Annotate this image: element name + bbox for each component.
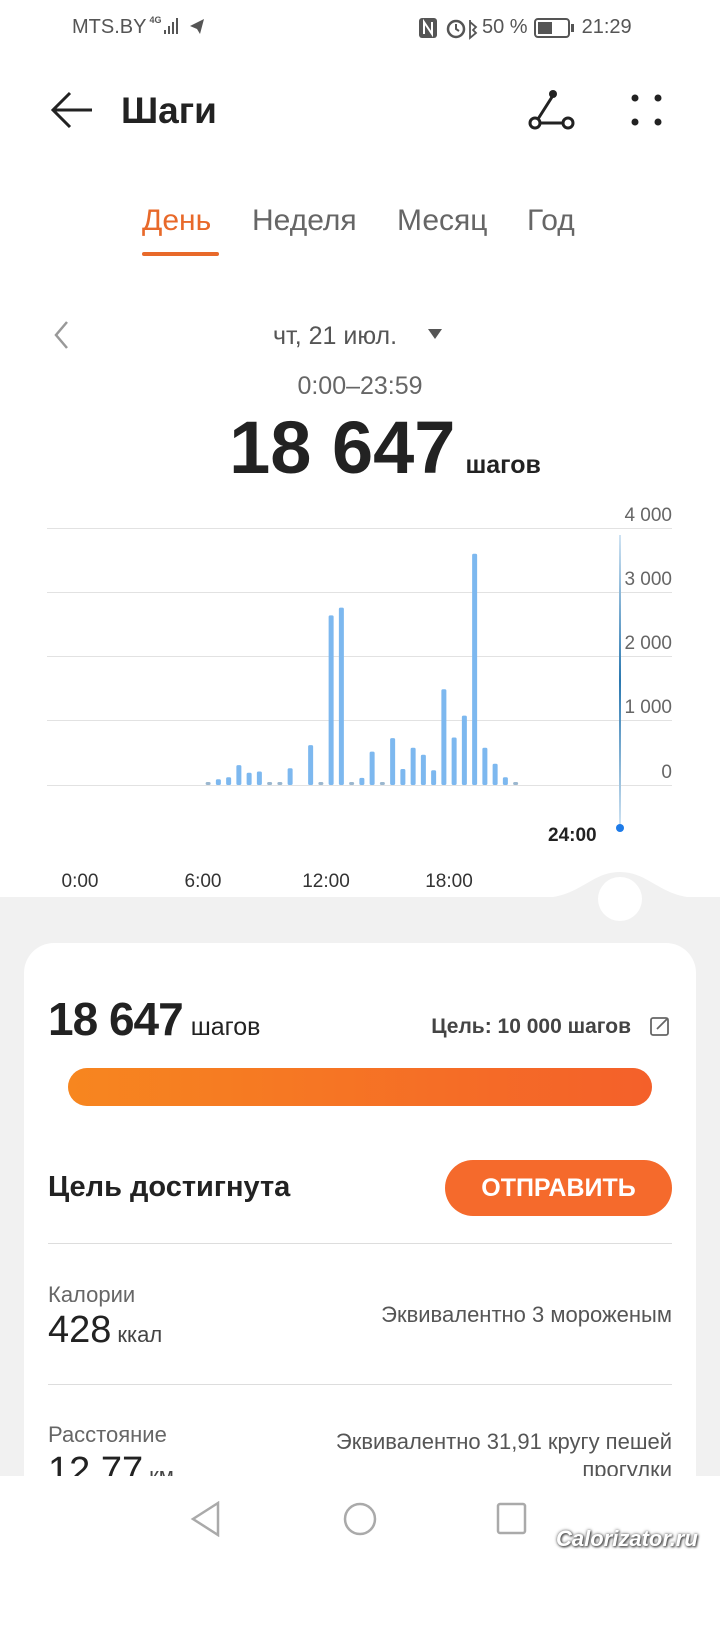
cursor-time-label: 24:00 bbox=[548, 825, 597, 846]
y-tick-label: 3 000 bbox=[624, 569, 672, 590]
chart-bar[interactable] bbox=[390, 738, 396, 785]
battery-percent: 50 % bbox=[482, 16, 528, 38]
page-title: Шаги bbox=[121, 90, 217, 131]
recents-icon[interactable] bbox=[496, 1502, 528, 1536]
home-icon[interactable] bbox=[342, 1501, 378, 1537]
status-right: 50 % 21:29 bbox=[482, 16, 632, 39]
signal-icon bbox=[164, 18, 205, 34]
summary-steps: 18 647 bbox=[48, 993, 184, 1045]
chart-bar[interactable] bbox=[308, 745, 314, 785]
y-tick-label: 4 000 bbox=[624, 505, 672, 526]
drag-handle[interactable] bbox=[598, 877, 642, 921]
chart-bar[interactable] bbox=[431, 770, 437, 785]
system-nav-bar: Calorizator.ru bbox=[0, 1476, 720, 1560]
prev-day-icon[interactable] bbox=[52, 320, 72, 350]
chart-bar[interactable] bbox=[502, 777, 508, 785]
back-arrow-icon[interactable] bbox=[50, 90, 94, 130]
gridline bbox=[47, 785, 672, 786]
summary-steps-unit: шагов bbox=[190, 1013, 261, 1041]
calories-label: Калории bbox=[48, 1282, 136, 1307]
chart-bar[interactable] bbox=[359, 777, 365, 785]
chart-bar[interactable] bbox=[256, 771, 262, 785]
chart-bar[interactable] bbox=[492, 763, 498, 785]
chart-bar[interactable] bbox=[410, 747, 416, 785]
total-steps-row: 18 647 шагов bbox=[0, 405, 720, 490]
goal-label: Цель: 10 000 шагов bbox=[431, 1015, 631, 1038]
date-label[interactable]: чт, 21 июл. bbox=[273, 322, 398, 350]
send-button[interactable]: ОТПРАВИТЬ bbox=[445, 1160, 672, 1216]
summary-steps-row: 18 647 шагов bbox=[48, 992, 260, 1046]
chart-bar[interactable] bbox=[441, 689, 447, 785]
chart-bar[interactable] bbox=[349, 782, 355, 785]
y-tick-label: 2 000 bbox=[624, 633, 672, 654]
gridline bbox=[47, 592, 672, 593]
x-tick-label: 6:00 bbox=[184, 871, 222, 892]
back-icon[interactable] bbox=[190, 1501, 222, 1537]
x-tick-label: 12:00 bbox=[302, 871, 350, 892]
tab-week[interactable]: Неделя bbox=[252, 204, 357, 237]
chart-bar[interactable] bbox=[267, 782, 273, 785]
chart-bar[interactable] bbox=[246, 772, 252, 785]
status-left: MTS.BY 4G bbox=[72, 15, 210, 39]
chart-bar[interactable] bbox=[379, 782, 385, 785]
gridline bbox=[47, 528, 672, 529]
telegram-icon bbox=[190, 19, 205, 34]
steps-chart bbox=[205, 535, 624, 832]
calories-row: 428 ккал bbox=[48, 1309, 162, 1352]
gridline bbox=[47, 720, 672, 721]
dropdown-triangle-icon[interactable] bbox=[427, 328, 443, 340]
share-graph-icon[interactable] bbox=[527, 88, 577, 132]
y-tick-label: 1 000 bbox=[624, 697, 672, 718]
time-cursor[interactable] bbox=[619, 535, 621, 827]
chart-bar[interactable] bbox=[451, 737, 457, 785]
chart-bar[interactable] bbox=[328, 615, 334, 785]
chart-bar[interactable] bbox=[226, 777, 232, 785]
nfc-alarm-bt-icons bbox=[419, 18, 478, 40]
edit-icon[interactable] bbox=[649, 1015, 671, 1037]
total-steps: 18 647 bbox=[229, 406, 456, 489]
network-type: 4G bbox=[149, 15, 162, 25]
y-tick-label: 0 bbox=[661, 762, 672, 783]
x-tick-label: 0:00 bbox=[61, 871, 99, 892]
x-tick-label: 18:00 bbox=[425, 871, 473, 892]
chart-bar[interactable] bbox=[205, 782, 211, 785]
calories-unit: ккал bbox=[117, 1322, 163, 1347]
chart-bar[interactable] bbox=[369, 751, 375, 785]
chart-bar[interactable] bbox=[482, 747, 488, 785]
clock: 21:29 bbox=[581, 16, 632, 38]
chart-bar[interactable] bbox=[513, 782, 519, 785]
goal-progress-fill bbox=[68, 1068, 652, 1106]
chart-bar[interactable] bbox=[318, 782, 324, 785]
tab-year[interactable]: Год bbox=[527, 204, 575, 237]
calories-equivalent: Эквивалентно 3 мороженым bbox=[381, 1302, 672, 1327]
tab-month[interactable]: Месяц bbox=[397, 204, 488, 237]
chart-bar[interactable] bbox=[338, 607, 344, 785]
time-range: 0:00–23:59 bbox=[297, 372, 423, 400]
time-cursor-dot[interactable] bbox=[616, 824, 624, 832]
chart-bar[interactable] bbox=[277, 782, 283, 785]
divider bbox=[48, 1384, 672, 1385]
chart-bar[interactable] bbox=[215, 779, 221, 785]
chart-bar[interactable] bbox=[400, 768, 406, 785]
distance-equivalent: Эквивалентно 31,91 кругу пешей bbox=[335, 1429, 672, 1454]
distance-label: Расстояние bbox=[48, 1422, 167, 1447]
divider bbox=[48, 1243, 672, 1244]
chart-bar[interactable] bbox=[236, 765, 242, 785]
goal-progress-track bbox=[68, 1068, 652, 1106]
gridline bbox=[47, 656, 672, 657]
battery-icon bbox=[533, 17, 574, 38]
goal-status: Цель достигнута bbox=[48, 1171, 291, 1203]
tab-day[interactable]: День bbox=[142, 204, 212, 237]
more-icon[interactable] bbox=[628, 92, 668, 128]
watermark: Calorizator.ru bbox=[556, 1526, 698, 1551]
chart-bar[interactable] bbox=[420, 754, 426, 785]
tab-indicator bbox=[142, 252, 219, 256]
total-steps-unit: шагов bbox=[465, 451, 541, 479]
chart-bar[interactable] bbox=[472, 553, 478, 785]
carrier: MTS.BY bbox=[72, 16, 147, 38]
calories-value: 428 bbox=[48, 1309, 112, 1351]
chart-bar[interactable] bbox=[287, 768, 293, 785]
chart-bar[interactable] bbox=[461, 715, 467, 785]
